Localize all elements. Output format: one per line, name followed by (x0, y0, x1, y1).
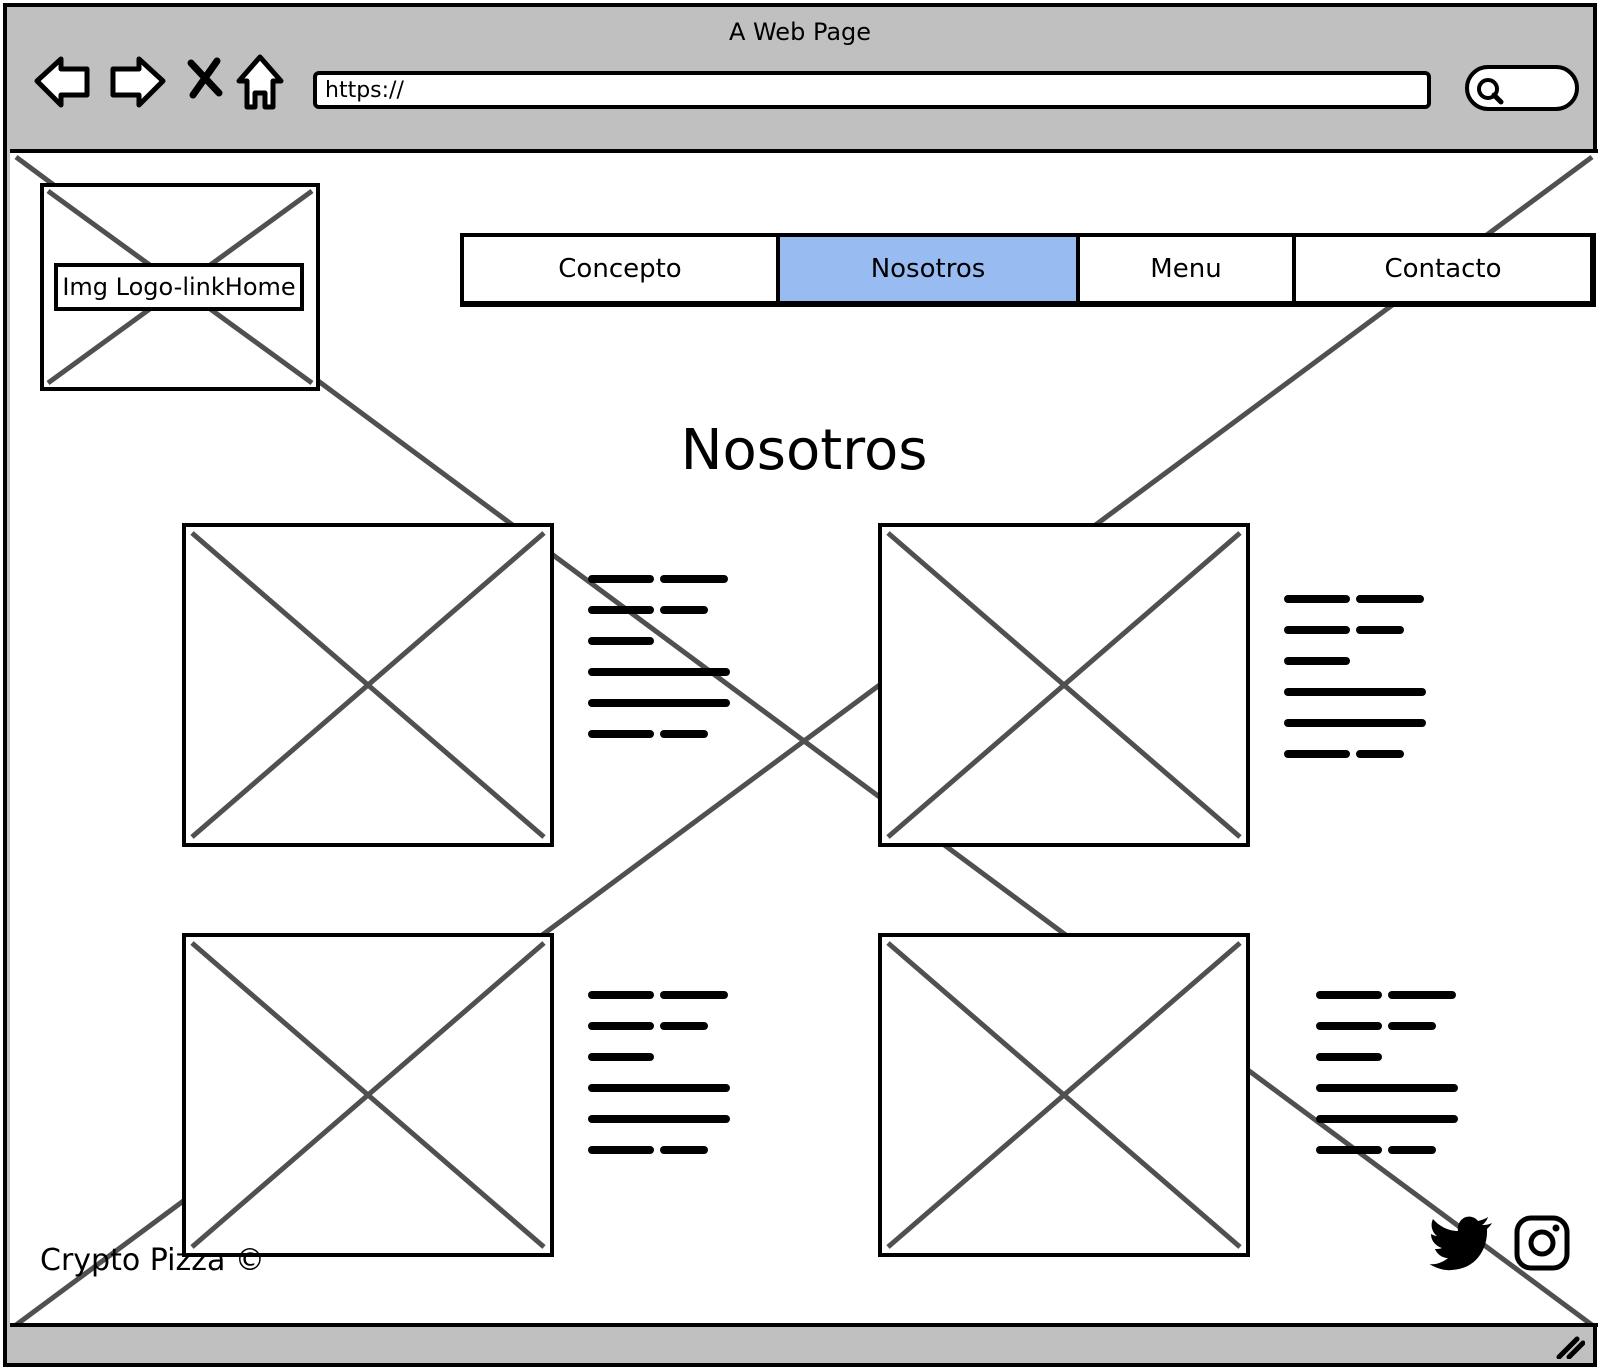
stop-x-icon[interactable] (185, 53, 225, 111)
browser-search-box[interactable] (1465, 65, 1579, 111)
menu-item-menu[interactable]: Menu (1080, 237, 1296, 301)
url-input[interactable] (317, 75, 1388, 105)
browser-window: A Web Page Img Logo-linkHome Concepto (3, 3, 1598, 1367)
menu-item-concepto[interactable]: Concepto (464, 237, 780, 301)
home-icon[interactable] (235, 53, 285, 111)
logo-placeholder[interactable]: Img Logo-linkHome (40, 183, 320, 391)
menu-item-contacto[interactable]: Contacto (1384, 254, 1502, 284)
resize-grip-icon[interactable] (1555, 1335, 1585, 1359)
page-viewport: Img Logo-linkHome Concepto Nosotros Menu… (10, 149, 1598, 1327)
main-menu: Concepto Nosotros Menu Contacto (460, 233, 1596, 307)
back-arrow-icon[interactable] (33, 53, 93, 111)
twitter-icon[interactable] (1430, 1215, 1494, 1271)
instagram-icon[interactable] (1514, 1215, 1570, 1271)
window-title: A Web Page (728, 18, 872, 46)
text-scribble (588, 575, 730, 738)
menu-item-nosotros[interactable]: Nosotros (780, 237, 1080, 301)
image-placeholder (182, 523, 554, 847)
text-scribble (1316, 991, 1458, 1154)
image-placeholder (878, 933, 1250, 1257)
page-title: Nosotros (680, 418, 928, 483)
url-bar[interactable] (313, 71, 1431, 109)
image-placeholder (878, 523, 1250, 847)
footer-copyright: Crypto Pizza © (40, 1243, 265, 1278)
forward-arrow-icon[interactable] (107, 53, 167, 111)
search-icon (1477, 78, 1504, 105)
status-bar (7, 1327, 1593, 1363)
logo-home-link[interactable]: Img Logo-linkHome (54, 263, 304, 311)
text-scribble (1284, 595, 1426, 758)
text-scribble (588, 991, 730, 1154)
image-placeholder (182, 933, 554, 1257)
